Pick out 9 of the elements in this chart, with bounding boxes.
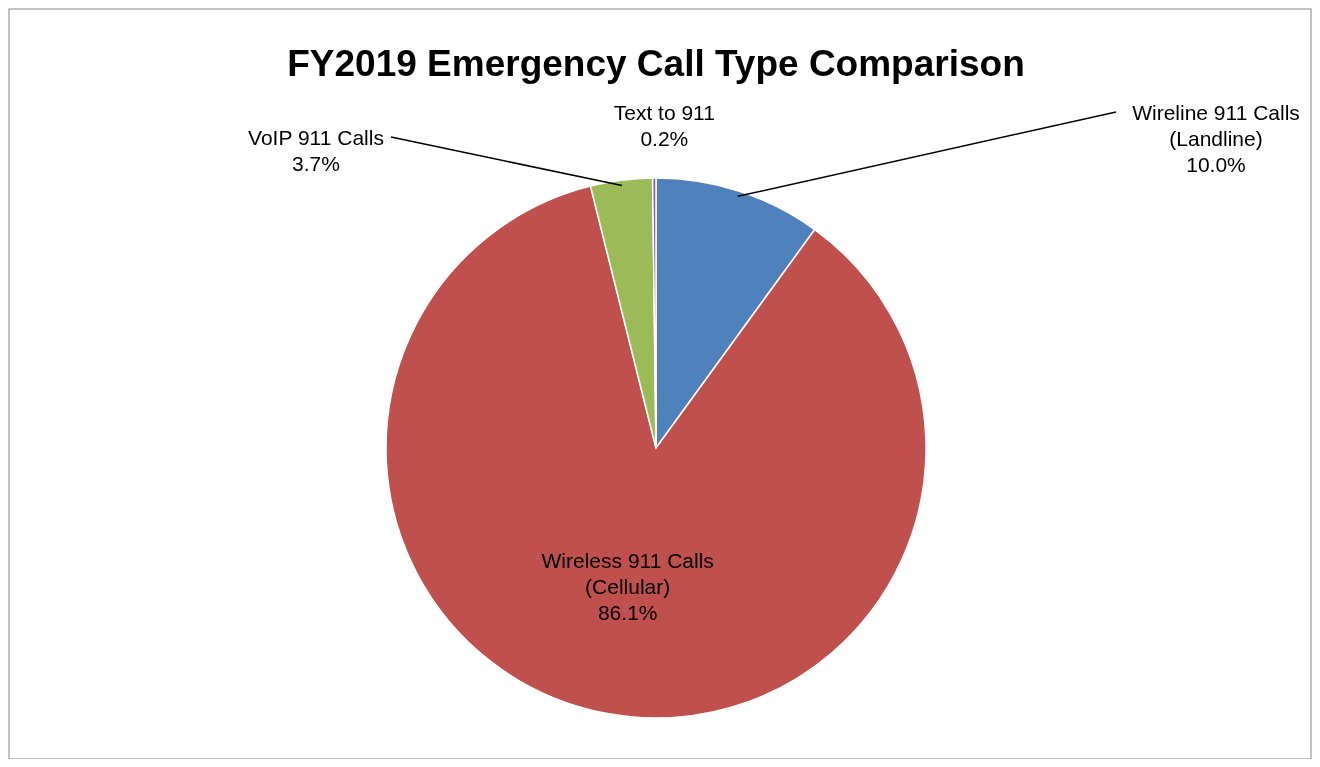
data-label: 10.0% xyxy=(1186,153,1246,176)
slice-label: Text to 911 xyxy=(613,101,715,124)
data-label: 0.2% xyxy=(640,127,689,150)
data-label: 3.7% xyxy=(292,152,340,175)
slice-label: Wireline 911 Calls (Landline) xyxy=(1132,101,1300,150)
data-label: 86.1% xyxy=(597,600,658,624)
chart-title: FY2019 Emergency Call Type Comparison xyxy=(287,43,1025,84)
slice-label: VoIP 911 Calls xyxy=(248,126,384,149)
slice-label: Wireless 911 Calls (Cellular) xyxy=(541,548,714,598)
